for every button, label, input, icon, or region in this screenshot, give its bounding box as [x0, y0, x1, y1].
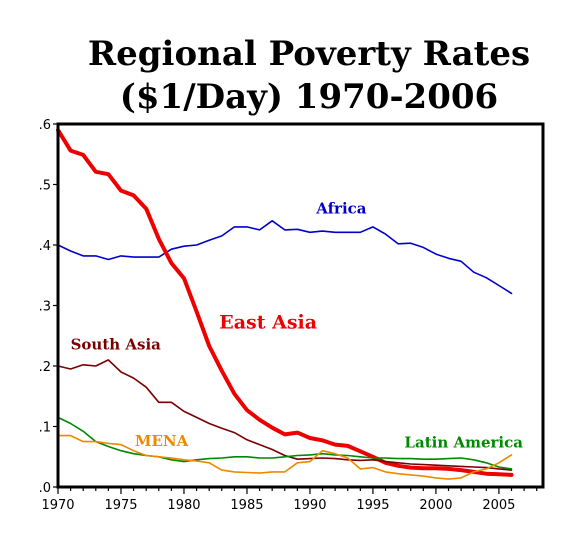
- y-tick-label: .2: [39, 360, 51, 375]
- series-label-africa: Africa: [315, 200, 367, 218]
- series-line-africa: [57, 220, 513, 295]
- plot-frame: [56, 122, 545, 489]
- x-tick-label: 1970: [41, 498, 74, 513]
- series-line-south-asia: [57, 359, 513, 471]
- series-label-latin-america: Latin America: [404, 434, 523, 452]
- y-tick-label: .0: [39, 481, 51, 496]
- y-tick-label: .5: [39, 179, 51, 194]
- y-tick-label: .1: [39, 421, 51, 436]
- series-line-latin-america: [57, 416, 513, 470]
- chart-title-line-2: ($1/Day) 1970-2006: [120, 77, 498, 117]
- series-lines: [56, 128, 514, 480]
- y-tick-label: .4: [39, 239, 51, 254]
- x-tick-label: 1990: [293, 498, 326, 513]
- series-line-east-asia: [56, 128, 514, 477]
- y-tick-label: .6: [39, 118, 51, 133]
- x-tick-label: 1995: [356, 498, 389, 513]
- x-tick-label: 2000: [419, 498, 452, 513]
- series-label-east-asia: East Asia: [219, 311, 317, 333]
- series-label-south-asia: South Asia: [71, 336, 162, 354]
- series-label-mena: MENA: [135, 432, 189, 450]
- x-tick-label: 1985: [230, 498, 263, 513]
- x-axis-ticks: 1970 1975 1980 1985 1990 1995 2000 2005: [41, 487, 538, 513]
- x-tick-label: 1980: [167, 498, 200, 513]
- y-tick-label: .3: [39, 300, 51, 315]
- series-line-mena: [57, 434, 513, 480]
- y-axis-ticks: .0 .1 .2 .3 .4 .5 .6: [39, 118, 58, 496]
- x-tick-label: 1975: [104, 498, 137, 513]
- series-labels: Africa East Asia South Asia MENA Latin Ameri…: [71, 200, 524, 452]
- chart-title-line-1: Regional Poverty Rates: [88, 34, 530, 74]
- x-tick-label: 2005: [482, 498, 515, 513]
